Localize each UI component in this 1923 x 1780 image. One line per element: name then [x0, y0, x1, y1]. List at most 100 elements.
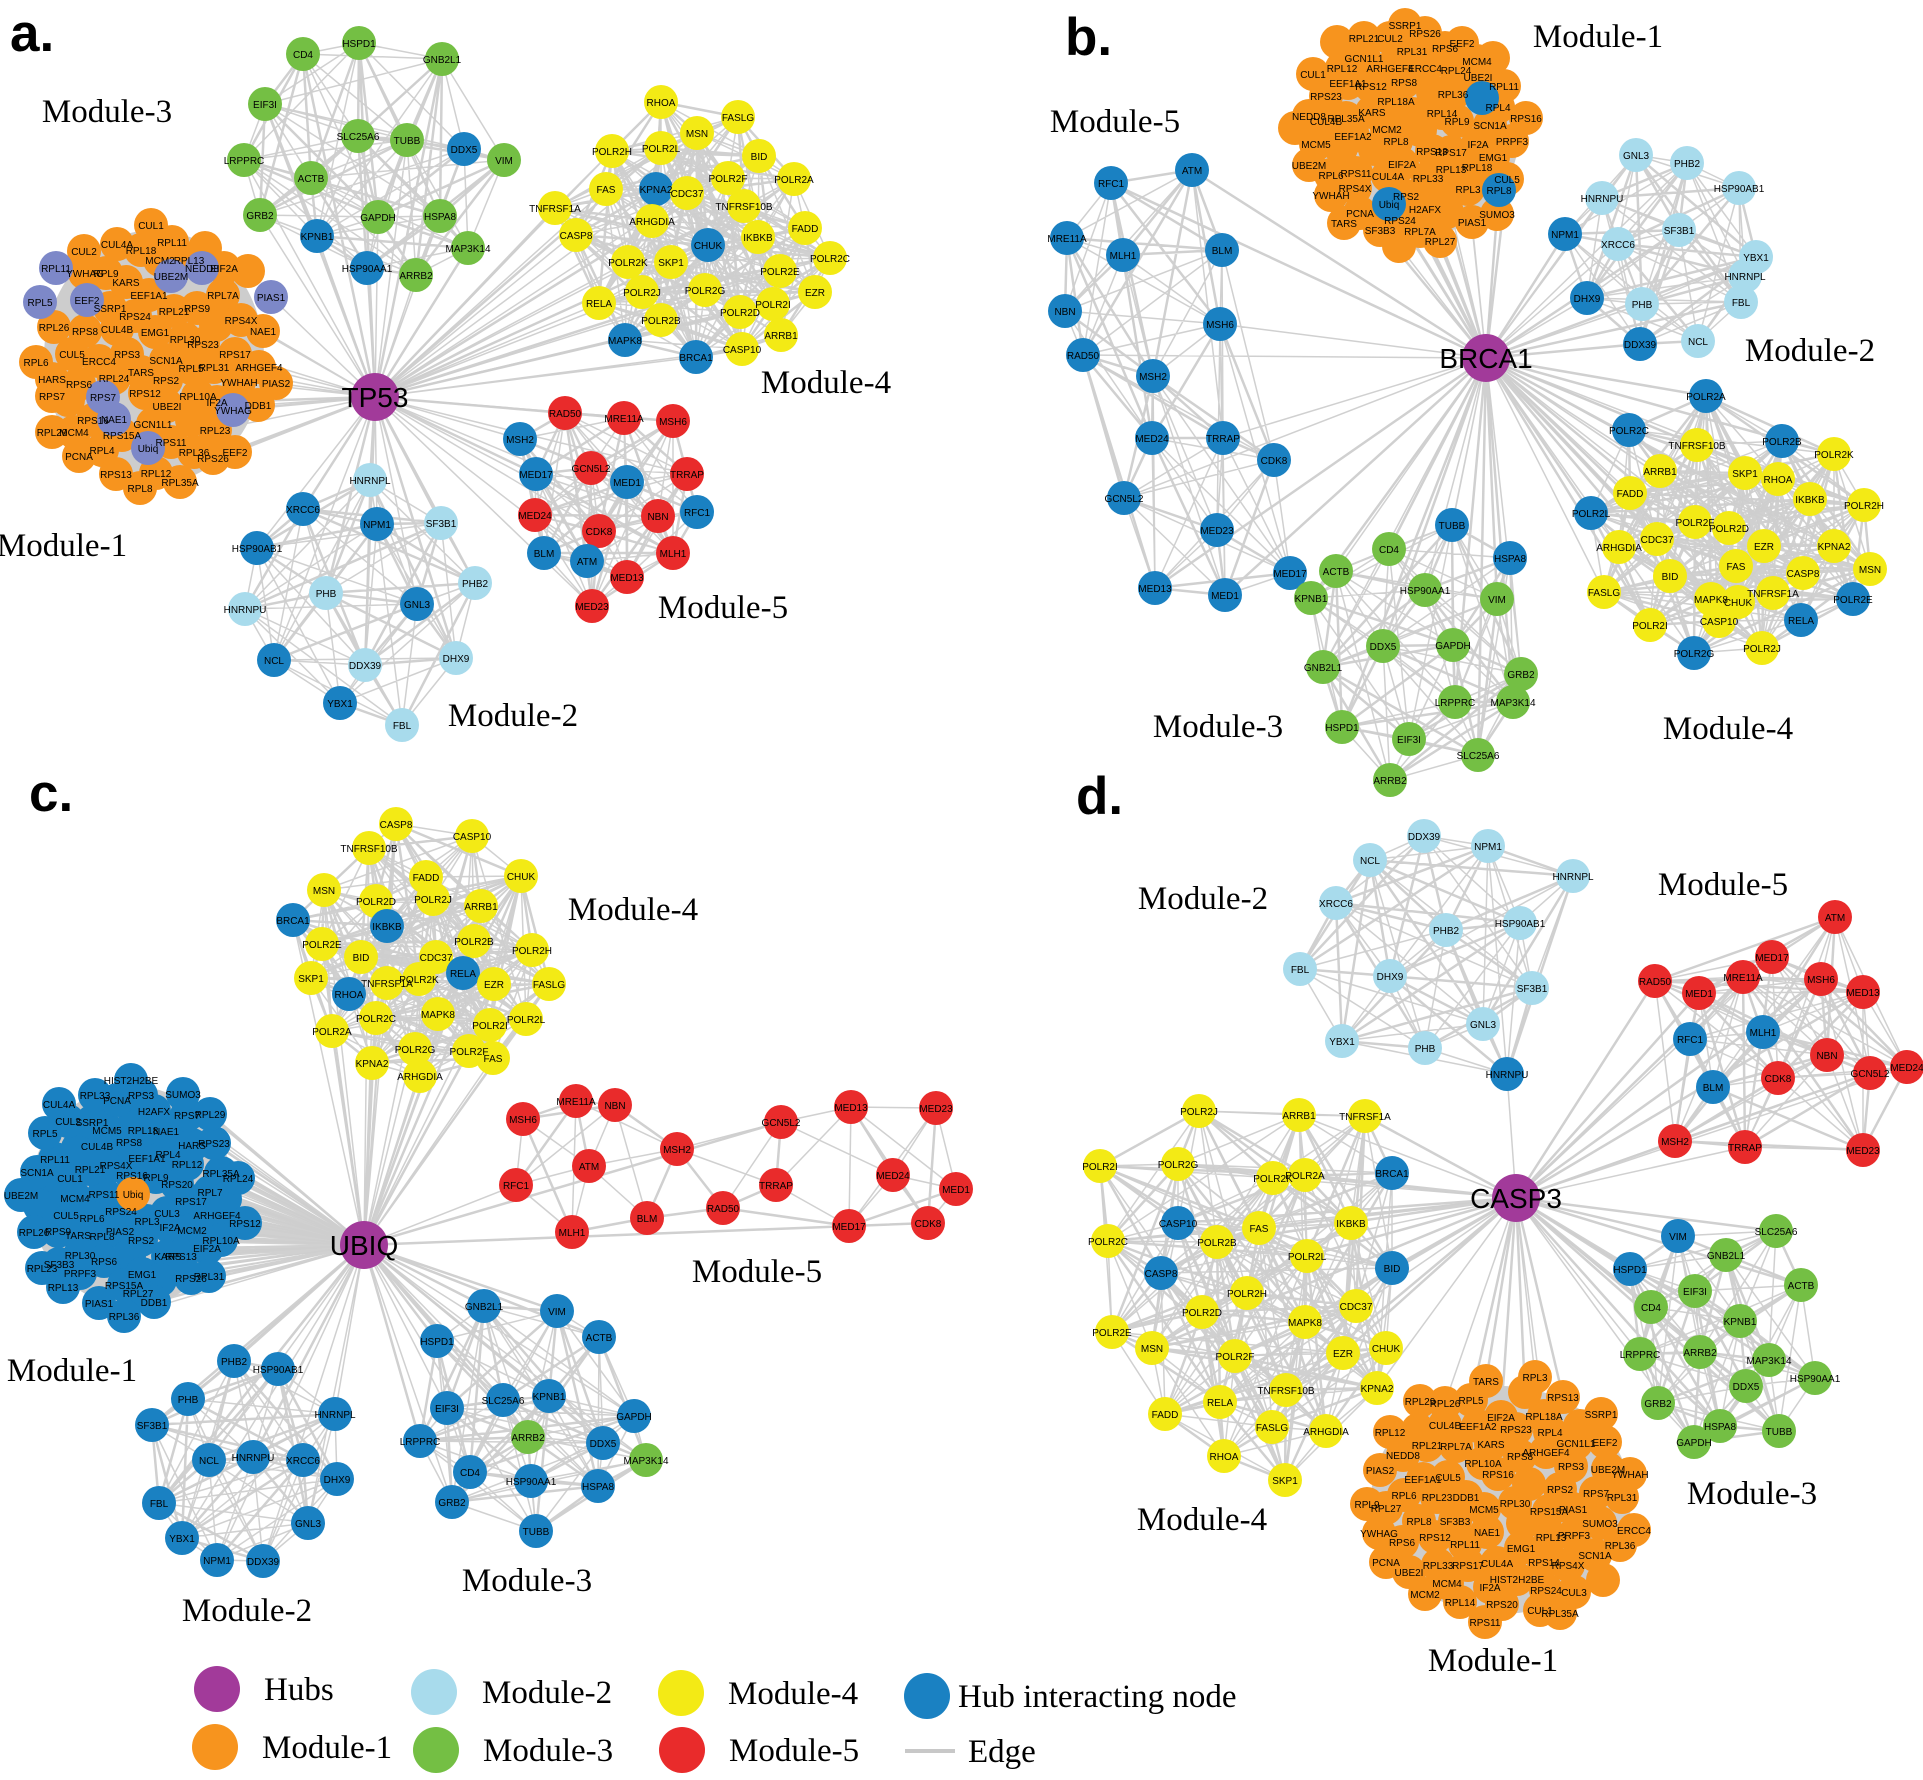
svg-text:RPL31: RPL31 [1607, 1493, 1638, 1504]
svg-text:MSH6: MSH6 [659, 417, 687, 428]
svg-text:CUL5: CUL5 [59, 350, 85, 361]
svg-text:EEF2: EEF2 [1449, 39, 1474, 50]
svg-text:EIF3I: EIF3I [253, 100, 277, 111]
svg-text:RPL26: RPL26 [39, 323, 70, 334]
svg-text:RPL13: RPL13 [174, 256, 205, 267]
svg-text:EEF2: EEF2 [222, 448, 247, 459]
svg-text:MAP3K14: MAP3K14 [1490, 698, 1535, 709]
svg-text:MCM4: MCM4 [60, 1194, 90, 1205]
svg-text:MED23: MED23 [1200, 526, 1234, 537]
svg-text:MCM2: MCM2 [1372, 125, 1402, 136]
svg-text:YWHAG: YWHAG [214, 406, 252, 417]
svg-text:RPL7A: RPL7A [207, 291, 239, 302]
svg-text:PRPF3: PRPF3 [64, 1269, 97, 1280]
svg-text:MSH2: MSH2 [506, 435, 534, 446]
svg-text:ARRB1: ARRB1 [464, 902, 498, 913]
svg-text:TARS: TARS [1473, 1377, 1499, 1388]
svg-text:RPL27: RPL27 [1425, 237, 1456, 248]
svg-text:RPL18: RPL18 [1462, 163, 1493, 174]
svg-text:RPS11: RPS11 [89, 1190, 120, 1201]
svg-text:POLR2I: POLR2I [472, 1021, 508, 1032]
svg-text:DDX39: DDX39 [247, 1557, 280, 1568]
svg-text:PHB2: PHB2 [221, 1357, 248, 1368]
svg-text:RFC1: RFC1 [503, 1181, 530, 1192]
svg-text:CHUK: CHUK [507, 872, 536, 883]
svg-text:RPS7: RPS7 [90, 393, 117, 404]
svg-text:UBE2I: UBE2I [1395, 1568, 1424, 1579]
svg-text:HNRNPL: HNRNPL [314, 1410, 356, 1421]
svg-text:CUL4B: CUL4B [1429, 1421, 1462, 1432]
svg-text:POLR2F: POLR2F [709, 174, 748, 185]
svg-text:RPL36: RPL36 [109, 1312, 140, 1323]
svg-text:BLM: BLM [1212, 246, 1233, 257]
svg-text:DDX5: DDX5 [1370, 642, 1397, 653]
svg-text:PIAS1: PIAS1 [257, 293, 286, 304]
svg-text:CASP10: CASP10 [723, 345, 762, 356]
svg-text:RPL12: RPL12 [1375, 1428, 1406, 1439]
svg-text:CHUK: CHUK [694, 241, 723, 252]
svg-text:GCN5L2: GCN5L2 [762, 1118, 801, 1129]
svg-text:DDX39: DDX39 [349, 661, 382, 672]
svg-text:POLR2L: POLR2L [1288, 1252, 1327, 1263]
svg-text:FAS: FAS [1250, 1224, 1269, 1235]
svg-text:POLR2L: POLR2L [507, 1015, 546, 1026]
svg-text:IKBKB: IKBKB [372, 922, 402, 933]
svg-text:ATM: ATM [1182, 166, 1202, 177]
svg-text:RPS7: RPS7 [174, 1111, 201, 1122]
svg-text:NAE1: NAE1 [1474, 1528, 1501, 1539]
svg-text:EIF2A: EIF2A [1388, 160, 1416, 171]
svg-text:EZR: EZR [1754, 542, 1774, 553]
svg-text:Module-3: Module-3 [1153, 709, 1283, 745]
svg-text:SLC25A6: SLC25A6 [337, 132, 380, 143]
svg-text:RPL23: RPL23 [27, 1264, 58, 1275]
svg-text:ARHGEF4: ARHGEF4 [1522, 1448, 1570, 1459]
svg-text:SF3B1: SF3B1 [137, 1421, 168, 1432]
svg-text:TRRAP: TRRAP [1206, 434, 1240, 445]
svg-text:Module-5: Module-5 [658, 590, 788, 626]
svg-text:RPL27: RPL27 [123, 1289, 154, 1300]
svg-text:MED24: MED24 [876, 1171, 910, 1182]
svg-text:YBX1: YBX1 [1329, 1037, 1355, 1048]
svg-text:MSH2: MSH2 [663, 1145, 691, 1156]
svg-text:SF3B3: SF3B3 [1440, 1517, 1471, 1528]
svg-text:UBE2M: UBE2M [154, 272, 188, 283]
svg-text:MRE11A: MRE11A [1723, 973, 1763, 984]
svg-text:TUBB: TUBB [394, 136, 421, 147]
svg-text:PCNA: PCNA [103, 1096, 131, 1107]
svg-text:GRB2: GRB2 [246, 211, 274, 222]
svg-text:XRCC6: XRCC6 [286, 505, 320, 516]
svg-text:RPL6: RPL6 [1391, 1491, 1416, 1502]
svg-text:GNL3: GNL3 [1623, 151, 1650, 162]
svg-text:CUL3: CUL3 [1561, 1588, 1587, 1599]
svg-text:CUL1: CUL1 [1300, 70, 1326, 81]
svg-text:RPL12: RPL12 [141, 469, 172, 480]
svg-text:RPS3: RPS3 [128, 1091, 155, 1102]
svg-text:MSH2: MSH2 [1661, 1137, 1689, 1148]
svg-text:RPS6: RPS6 [66, 380, 93, 391]
svg-text:NBN: NBN [1054, 307, 1075, 318]
svg-text:RPL35A: RPL35A [161, 478, 199, 489]
svg-text:POLR2A: POLR2A [312, 1027, 352, 1038]
svg-text:PRPF3: PRPF3 [1496, 137, 1529, 148]
svg-text:RPS2: RPS2 [1547, 1485, 1574, 1496]
svg-text:RPS12: RPS12 [1355, 82, 1387, 93]
svg-text:CDC37: CDC37 [1641, 535, 1674, 546]
svg-text:TNFRSF10B: TNFRSF10B [715, 202, 773, 213]
svg-text:HSP90AB1: HSP90AB1 [1495, 919, 1546, 930]
svg-text:POLR2A: POLR2A [774, 175, 814, 186]
svg-text:CHUK: CHUK [1724, 598, 1753, 609]
svg-text:IKBKB: IKBKB [1336, 1219, 1366, 1230]
svg-text:RPL10A: RPL10A [179, 392, 217, 403]
svg-text:NAE1: NAE1 [153, 1127, 180, 1138]
svg-text:SSRP1: SSRP1 [76, 1118, 109, 1129]
svg-text:SKP1: SKP1 [658, 258, 684, 269]
svg-text:CUL3: CUL3 [154, 1209, 180, 1220]
svg-text:Ubiq: Ubiq [138, 444, 159, 455]
svg-text:RPL23: RPL23 [1422, 1493, 1453, 1504]
svg-text:RPS24: RPS24 [105, 1207, 137, 1218]
svg-text:RPL33: RPL33 [1423, 1561, 1454, 1572]
svg-text:POLR2J: POLR2J [623, 288, 661, 299]
svg-text:HSPD1: HSPD1 [342, 39, 376, 50]
svg-text:YWHAG: YWHAG [66, 269, 104, 280]
svg-text:POLR2K: POLR2K [1814, 450, 1854, 461]
